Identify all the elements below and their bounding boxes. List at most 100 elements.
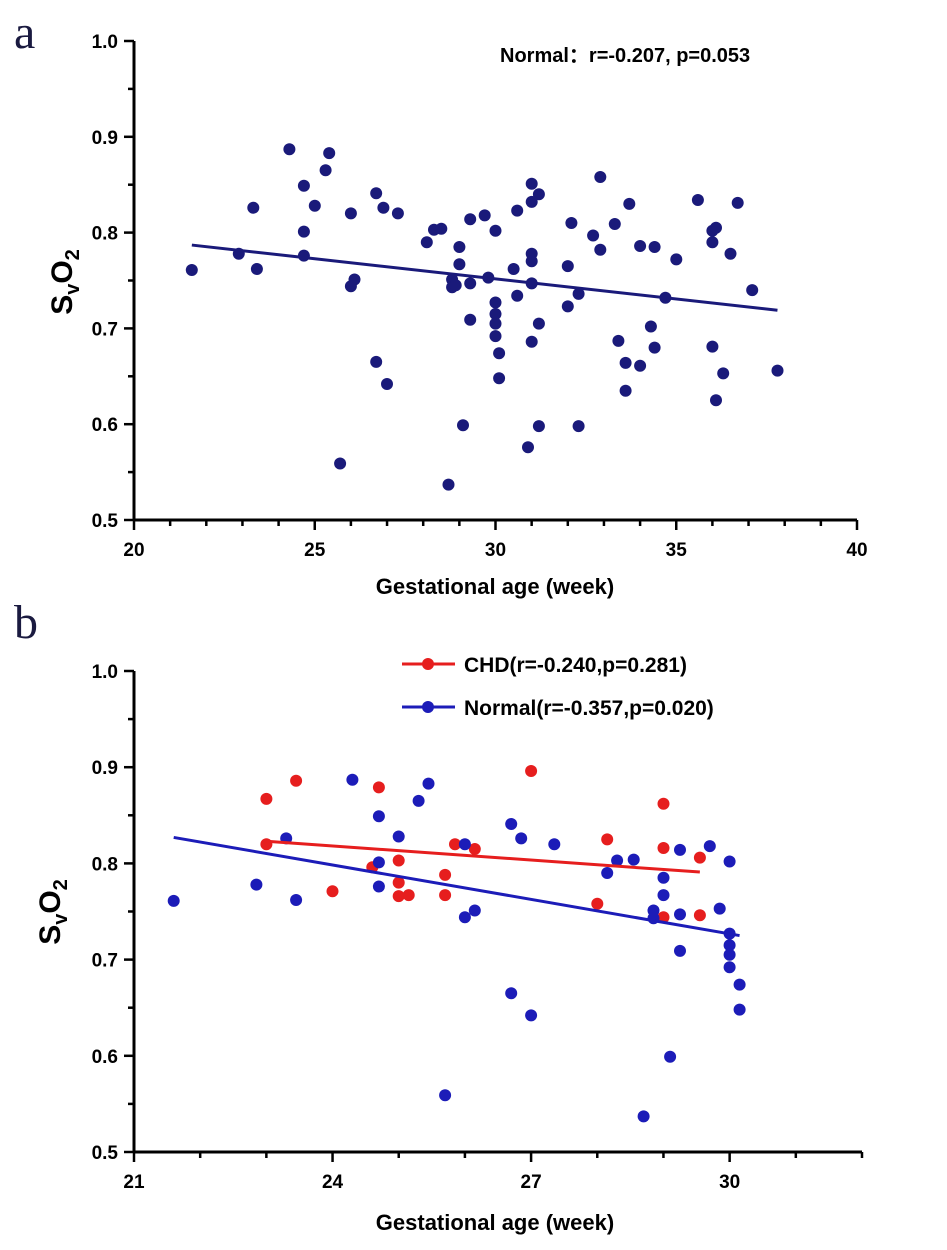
data-point [372, 880, 385, 893]
data-point [733, 978, 746, 991]
data-point [601, 833, 614, 846]
x-tick-label: 24 [322, 1172, 344, 1193]
regression-line-0 [266, 839, 700, 874]
x-tick-label: 35 [666, 540, 688, 561]
data-point [601, 867, 614, 879]
panel-a-axes [124, 39, 859, 530]
data-point [458, 911, 471, 924]
data-point [420, 236, 433, 249]
panel-b-series [167, 765, 746, 1123]
data-point [703, 840, 716, 853]
panel-b-x-axis-title: Gestational age (week) [376, 1210, 614, 1235]
data-point [648, 241, 661, 253]
data-point [468, 904, 481, 917]
data-point [464, 313, 477, 326]
panel-b-letter: b [14, 596, 38, 649]
data-point [619, 384, 632, 397]
data-point [290, 894, 303, 906]
data-point [746, 284, 759, 297]
series-0 [260, 765, 706, 924]
data-point [453, 258, 466, 271]
data-point [525, 335, 538, 348]
data-point [733, 1003, 746, 1016]
data-point [693, 851, 706, 864]
legend-chd-label: CHD(r=-0.240,p=0.281) [464, 654, 687, 677]
y-tick-label: 0.7 [92, 319, 118, 340]
data-point [525, 255, 538, 268]
data-point [392, 890, 405, 903]
data-point [532, 420, 545, 433]
y-tick-label: 0.6 [92, 1047, 118, 1068]
panel-a: a Normal：r=-0.207, p=0.053 0.50.60.70.80… [14, 6, 868, 599]
data-point [250, 263, 263, 275]
y-tick-label: 0.9 [92, 758, 118, 779]
data-point [308, 199, 321, 212]
data-point [561, 300, 574, 313]
data-point [326, 885, 339, 898]
x-tick-label: 25 [304, 540, 326, 561]
data-point [612, 334, 625, 347]
panel-b-y-axis-title: SvO2 [34, 879, 72, 945]
data-point [489, 317, 502, 330]
data-point [489, 224, 502, 237]
data-point [710, 394, 722, 407]
y-tick-label: 1.0 [92, 32, 118, 53]
data-point [710, 221, 722, 234]
data-point [493, 372, 506, 385]
data-point [348, 273, 361, 286]
data-point [572, 287, 585, 300]
panel-a-y-axis-title: SvO2 [46, 249, 84, 315]
data-point [532, 317, 545, 330]
data-point [731, 196, 744, 209]
data-point [532, 188, 545, 201]
data-point [611, 854, 624, 867]
data-point [657, 911, 670, 924]
panel-a-tick-labels: 0.5 0.6 0.7 0.8 0.9 1.0 20 25 30 35 40 [92, 32, 868, 561]
data-point [391, 207, 404, 220]
data-point [457, 419, 469, 432]
y-tick-label: 0.8 [92, 854, 118, 875]
data-point [634, 359, 647, 372]
legend-normal-label: Normal(r=-0.357,p=0.020) [464, 697, 714, 720]
panel-a-series [185, 143, 784, 491]
x-tick-label: 30 [485, 540, 506, 561]
data-point [706, 236, 719, 249]
data-point [297, 225, 310, 238]
y-tick-label: 0.5 [92, 511, 119, 532]
data-point [493, 347, 506, 360]
y-tick-label: 0.5 [92, 1143, 119, 1164]
panel-a-annotation: Normal：r=-0.207, p=0.053 [500, 45, 750, 67]
data-point [674, 944, 686, 957]
data-point [724, 247, 737, 260]
data-point [594, 243, 607, 256]
data-point [608, 218, 621, 230]
data-point [525, 195, 538, 208]
data-point [627, 853, 640, 866]
data-point [674, 908, 686, 921]
data-point [247, 201, 260, 214]
data-point [290, 774, 303, 787]
data-point [511, 204, 524, 217]
y-tick-label: 0.8 [92, 224, 118, 245]
data-point [525, 177, 538, 190]
data-point [185, 264, 198, 276]
data-point [468, 843, 481, 855]
x-tick-label: 21 [123, 1172, 145, 1193]
data-point [439, 868, 452, 881]
data-point [392, 830, 405, 843]
x-tick-label: 30 [719, 1172, 740, 1193]
regression-line-1 [173, 835, 740, 938]
data-point [250, 878, 263, 891]
data-point [713, 902, 726, 915]
data-point [377, 201, 390, 214]
data-point [591, 897, 604, 910]
data-point [511, 289, 524, 302]
data-point [372, 810, 385, 823]
data-point [412, 794, 425, 807]
data-point [561, 260, 574, 273]
y-tick-label: 0.7 [92, 951, 118, 972]
x-tick-label: 20 [123, 540, 144, 561]
data-point [260, 792, 273, 805]
data-point [297, 179, 310, 192]
